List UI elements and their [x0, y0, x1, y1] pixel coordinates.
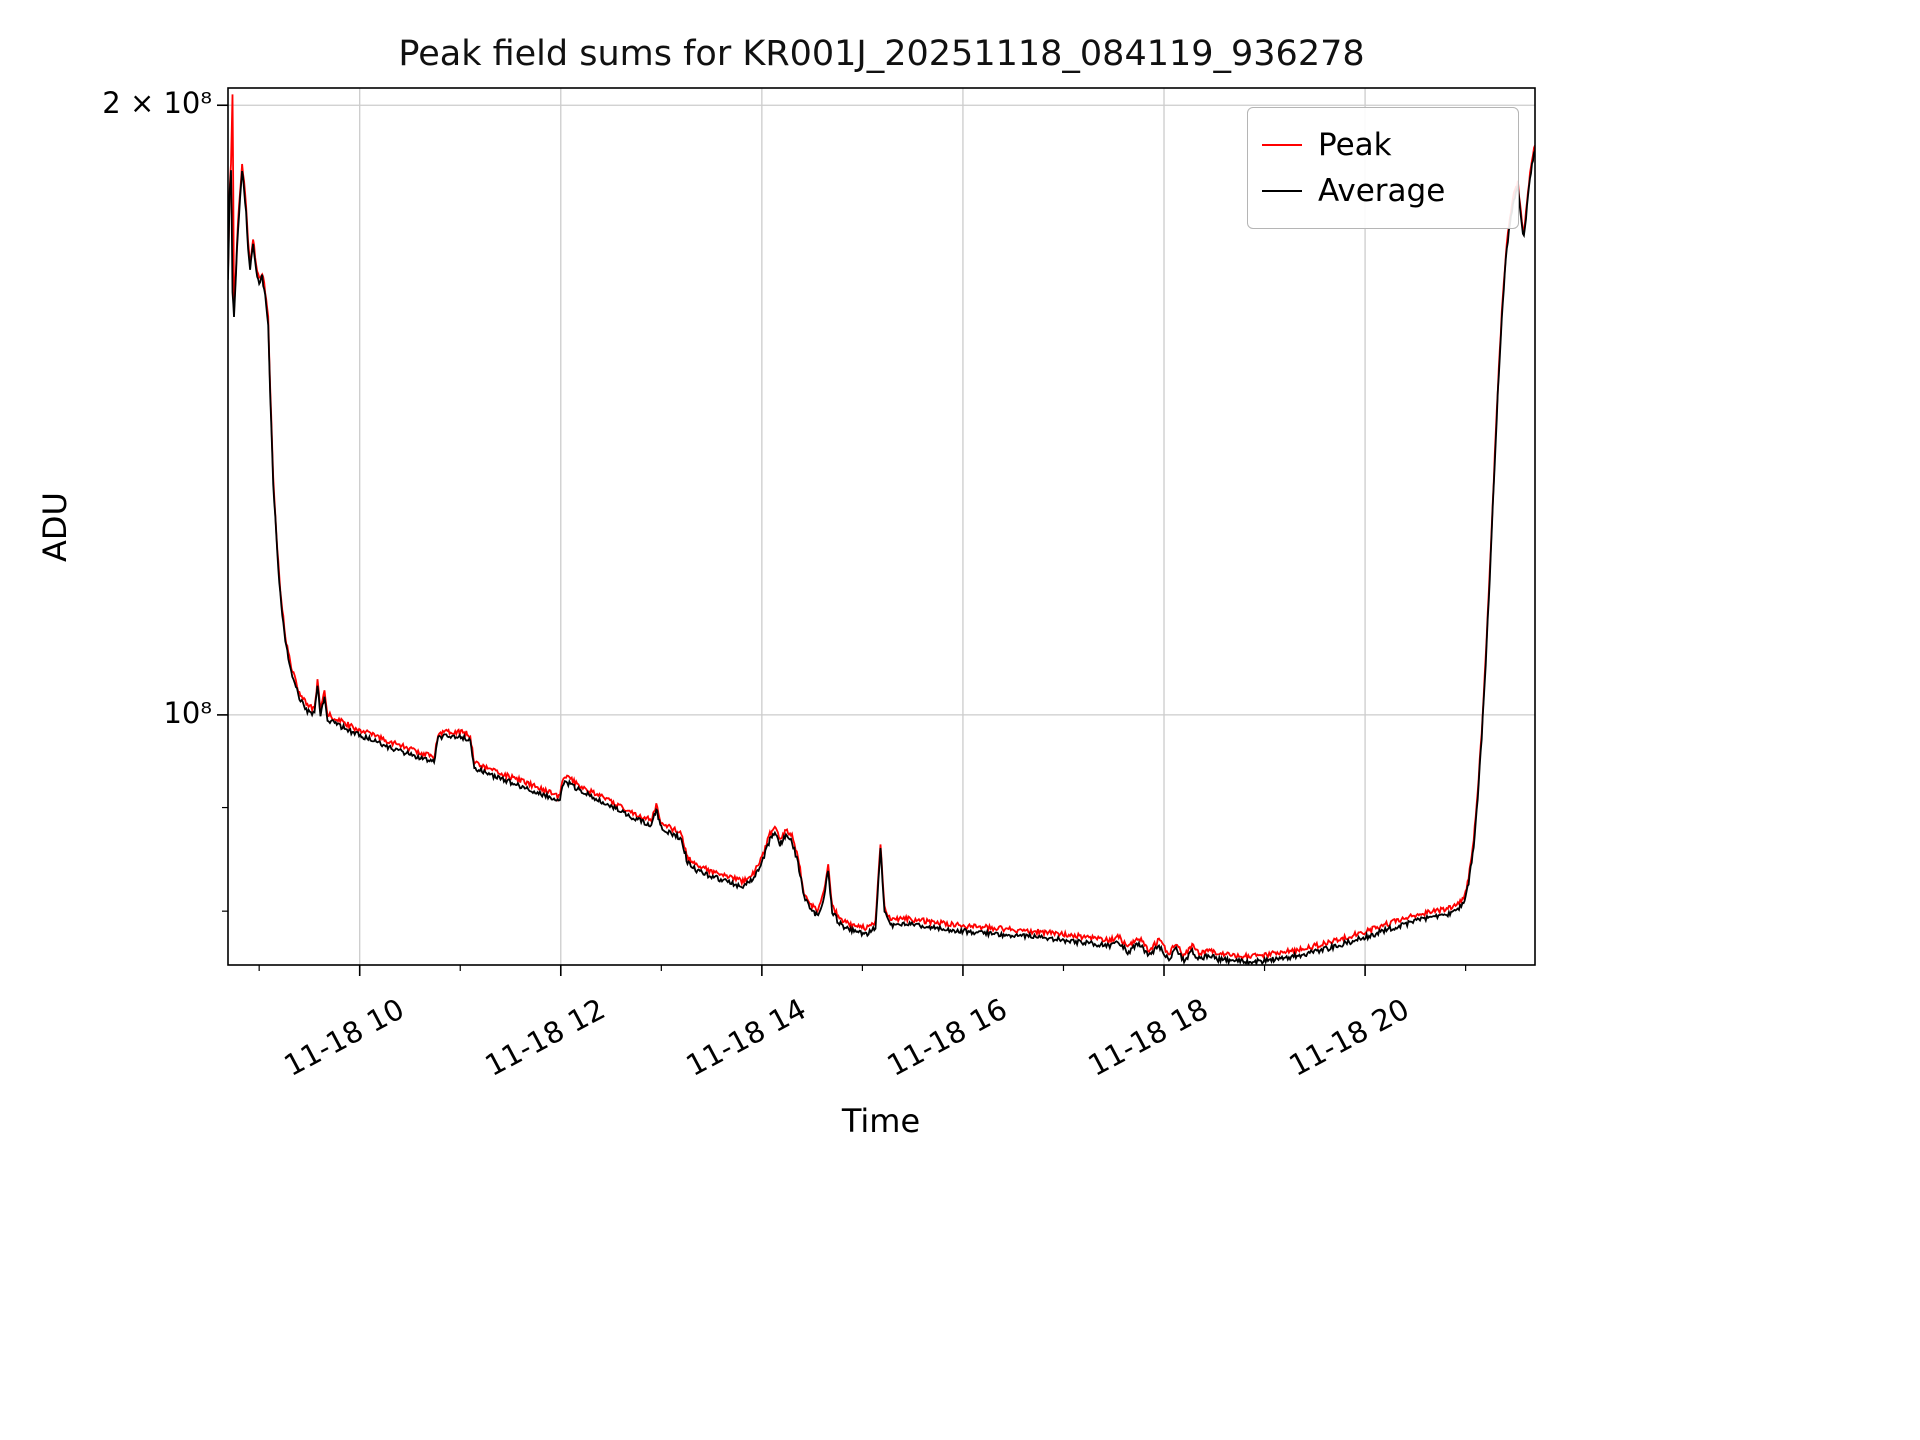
- y-axis-label: ADU: [36, 492, 74, 562]
- legend: Peak Average: [1247, 107, 1519, 229]
- series-line-average: [228, 150, 1535, 965]
- plot-border: [227, 87, 1536, 966]
- y-tick-label: 2 × 10⁸: [102, 86, 212, 121]
- legend-entry-peak: Peak: [1262, 122, 1510, 168]
- series-group: [228, 94, 1535, 965]
- legend-entry-average: Average: [1262, 168, 1510, 214]
- legend-label-average: Average: [1318, 173, 1446, 209]
- y-tick-label: 10⁸: [163, 695, 212, 730]
- average-line-swatch: [1262, 190, 1302, 192]
- chart-title: Peak field sums for KR001J_20251118_0841…: [398, 34, 1365, 74]
- peak-line-swatch: [1262, 144, 1302, 146]
- legend-label-peak: Peak: [1318, 127, 1392, 163]
- x-axis-label: Time: [841, 1102, 921, 1140]
